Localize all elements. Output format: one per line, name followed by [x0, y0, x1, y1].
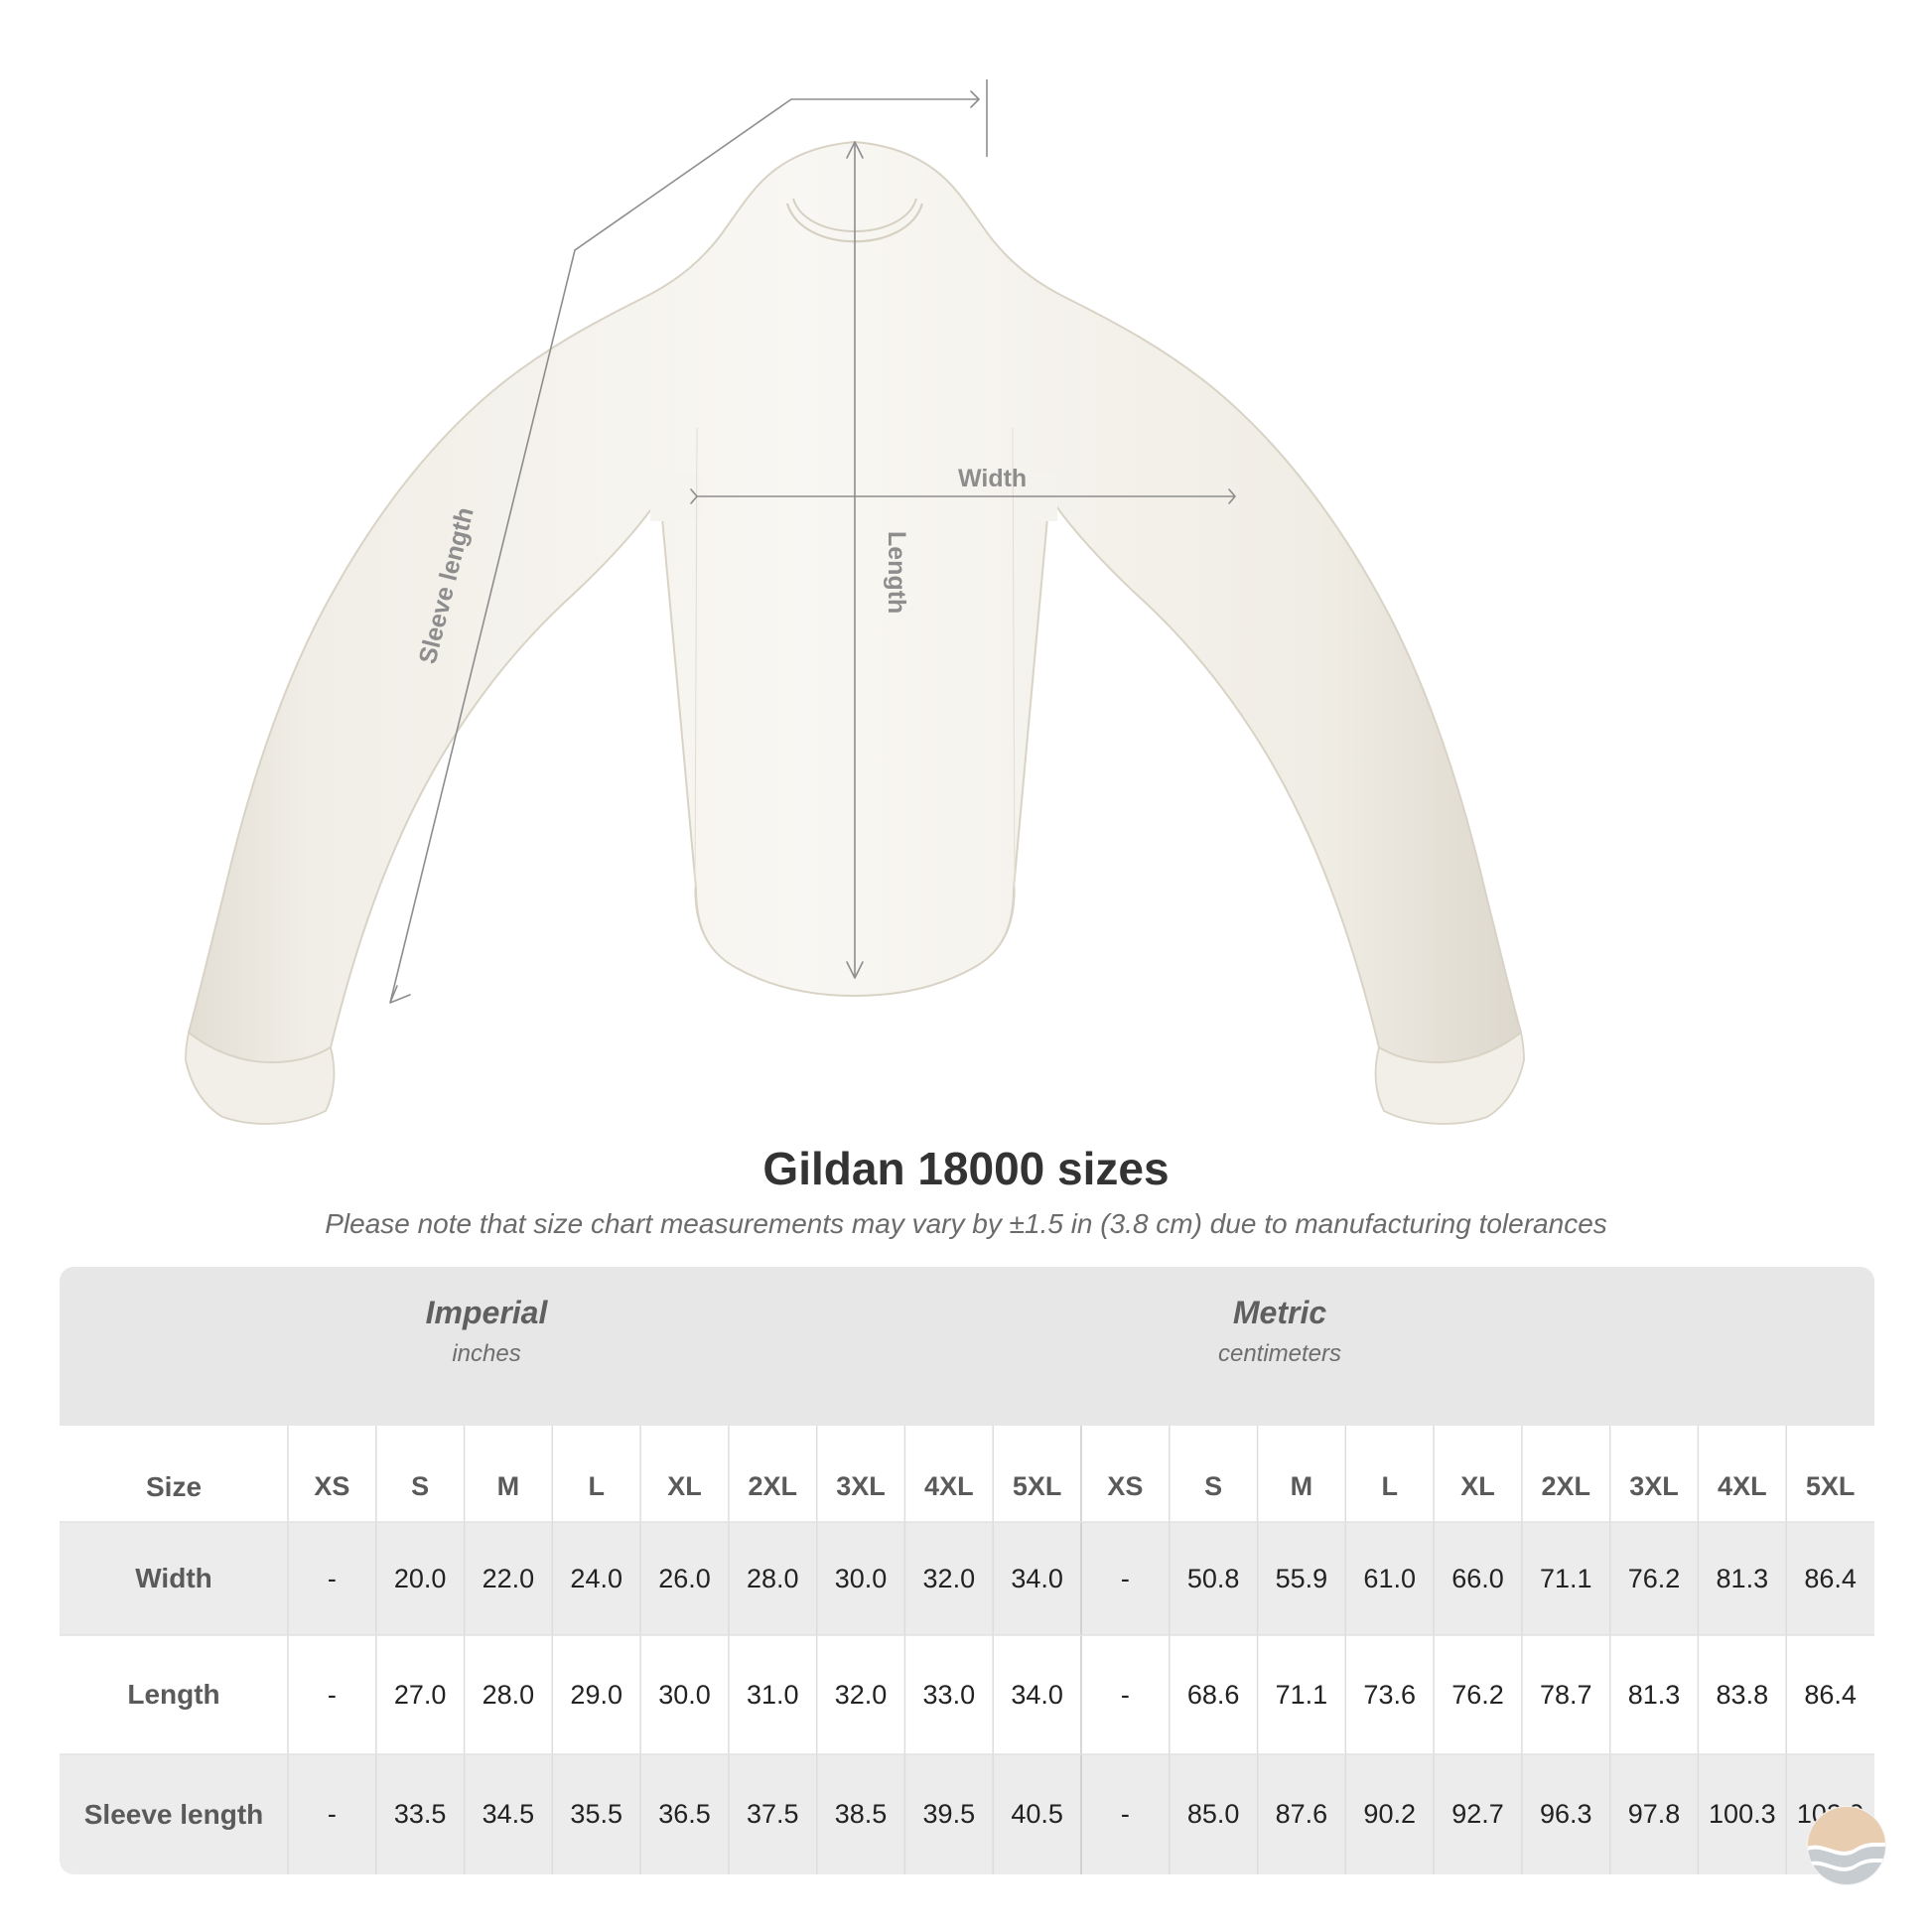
svg-text:Width: Width: [958, 465, 1027, 492]
svg-text:Length: Length: [883, 531, 910, 614]
